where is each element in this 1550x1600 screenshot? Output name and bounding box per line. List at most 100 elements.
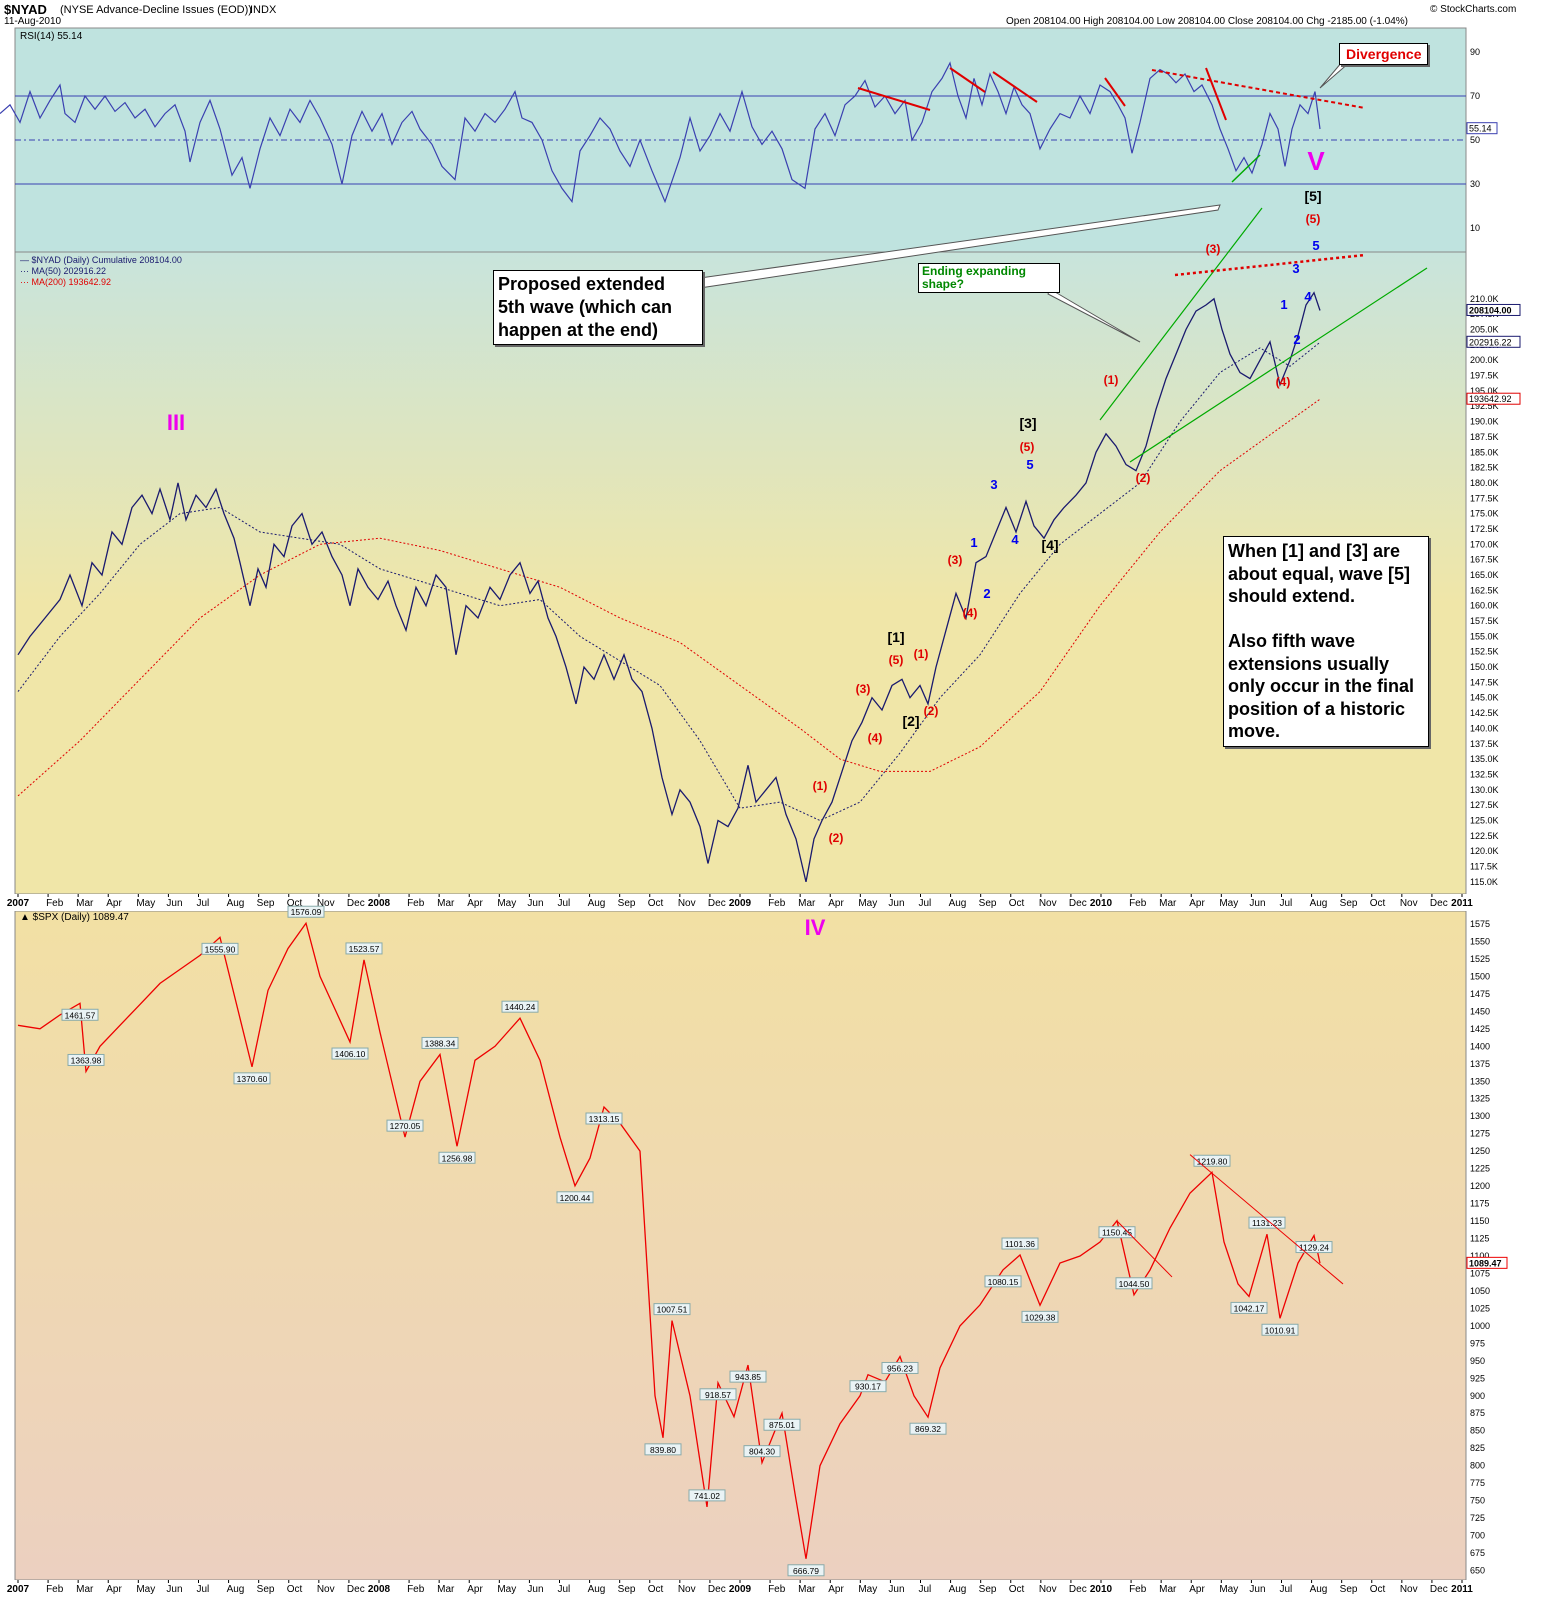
spx-peak-tag <box>331 1047 369 1060</box>
nyad-ytick-label: 197.5K <box>1470 371 1499 381</box>
wave-1: 1 <box>970 535 977 550</box>
spx-ytick-label: 1400 <box>1470 1041 1490 1051</box>
nyad-xtick-label: Dec <box>708 898 726 909</box>
spx-ytick-label: 1575 <box>1470 919 1490 929</box>
spx-xtick-label: Jun <box>166 1584 182 1595</box>
spx-xtick-label: 2010 <box>1090 1584 1113 1595</box>
spx-xtick-label: May <box>858 1584 877 1595</box>
spx-peak-tag <box>556 1191 594 1204</box>
spx-peak-label: 1461.57 <box>65 1010 96 1020</box>
spx-peak-label: 1370.60 <box>237 1074 268 1084</box>
spx-peak-label: 1101.36 <box>1005 1239 1035 1249</box>
spx-peak-tag <box>1001 1237 1039 1250</box>
spx-price-tag-label: 1089.47 <box>1469 1258 1502 1268</box>
wave-V: V <box>1307 146 1325 176</box>
spx-peak-tag <box>287 905 325 918</box>
spx-xtick-label: 2007 <box>7 1584 30 1595</box>
spx-peak-label: 1080.15 <box>988 1277 1019 1287</box>
wave-(2): (2) <box>924 704 939 718</box>
spx-xtick-label: Aug <box>227 1584 245 1595</box>
nyad-xtick-label: Jun <box>166 898 182 909</box>
nyad-ytick-label: 172.5K <box>1470 524 1499 534</box>
spx-peak-tag <box>849 1380 887 1393</box>
spx-peak-tag <box>984 1275 1022 1288</box>
spx-peak-label: 1219.80 <box>1197 1156 1228 1166</box>
spx-ytick-label: 1150 <box>1470 1216 1489 1226</box>
spx-ytick-label: 1000 <box>1470 1321 1490 1331</box>
spx-xtick-label: Dec <box>708 1584 726 1595</box>
spx-peak-tag <box>438 1151 476 1164</box>
nyad-xtick-label: Feb <box>407 898 425 909</box>
rsi-ytick-label: 70 <box>1470 91 1480 101</box>
spx-ytick-label: 1075 <box>1470 1268 1490 1278</box>
nyad-ytick-label: 180.0K <box>1470 478 1499 488</box>
nyad-price-tag-label: 193642.92 <box>1469 394 1512 404</box>
spx-peak-tag <box>909 1422 947 1435</box>
spx-peak-tag <box>1098 1226 1136 1239</box>
nyad-ytick-label: 195.0K <box>1470 386 1499 396</box>
spx-ytick-label: 1175 <box>1470 1199 1489 1209</box>
spx-peak-tag <box>1261 1323 1299 1336</box>
nyad-ytick-label: 177.5K <box>1470 493 1499 503</box>
wave-(5): (5) <box>1306 212 1321 226</box>
spx-peak-tag <box>644 1443 682 1456</box>
wave-4: 4 <box>1304 289 1312 304</box>
wave-[4]: [4] <box>1041 537 1058 553</box>
spx-xtick-label: Sep <box>1340 1584 1358 1595</box>
nyad-xtick-label: Mar <box>1159 898 1177 909</box>
nyad-xtick-label: May <box>497 898 516 909</box>
rsi-divergence-line <box>1104 77 1126 107</box>
ohlc-readout: Open 208104.00 High 208104.00 Low 208104… <box>1006 16 1408 27</box>
spx-xaxis-bg <box>0 1580 1550 1597</box>
nyad-xtick-label: Apr <box>467 898 483 909</box>
spx-xtick-label: Mar <box>437 1584 455 1595</box>
spx-xtick-label: 2008 <box>368 1584 391 1595</box>
wave-(4): (4) <box>1276 375 1291 389</box>
spx-peak-tag <box>1295 1241 1333 1254</box>
wave-1: 1 <box>1280 297 1287 312</box>
rsi-green-trend <box>1231 154 1261 183</box>
nyad-xtick-label: Oct <box>287 898 303 909</box>
spx-peak-label: 875.01 <box>769 1420 795 1430</box>
nyad-price-tag-label: 208104.00 <box>1469 305 1512 315</box>
spx-xtick-label: Apr <box>1189 1584 1205 1595</box>
nyad-xtick-label: Nov <box>317 898 335 909</box>
nyad-ma50-line <box>17 341 1321 822</box>
nyad-xtick-label: Aug <box>949 898 967 909</box>
spx-peak-label: 1406.10 <box>335 1049 366 1059</box>
divergence-note: Divergence <box>1339 43 1429 65</box>
nyad-xtick-label: Oct <box>1009 898 1025 909</box>
spx-ytick-label: 800 <box>1470 1461 1485 1471</box>
wave-(3): (3) <box>856 682 871 696</box>
nyad-xtick-label: 2009 <box>729 898 752 909</box>
spx-ytick-label: 1275 <box>1470 1129 1490 1139</box>
nyad-xtick-label: Apr <box>1189 898 1205 909</box>
spx-xtick-label: Sep <box>979 1584 997 1595</box>
spx-xtick-label: Oct <box>287 1584 303 1595</box>
nyad-ytick-label: 155.0K <box>1470 631 1499 641</box>
wave-[1]: [1] <box>887 629 904 645</box>
proposed-extended-5th-note: Proposed extended 5th wave (which can ha… <box>493 270 703 345</box>
spx-xtick-label: Apr <box>106 1584 122 1595</box>
nyad-xtick-label: Nov <box>678 898 696 909</box>
nyad-legend-ma200: ··· MA(200) 193642.92 <box>20 277 111 287</box>
rsi-ytick-label: 30 <box>1470 179 1480 189</box>
nyad-xtick-label: Jun <box>888 898 904 909</box>
nyad-xtick-label: Oct <box>1370 898 1386 909</box>
nyad-ytick-label: 140.0K <box>1470 723 1499 733</box>
spx-trendline-2 <box>1189 1154 1344 1285</box>
spx-ytick-label: 1125 <box>1470 1234 1489 1244</box>
spx-peak-label: 1007.51 <box>657 1305 688 1315</box>
spx-peak-label: 943.85 <box>735 1372 761 1382</box>
nyad-price-tag <box>1466 335 1521 348</box>
wave-(5): (5) <box>889 653 904 667</box>
spx-xtick-label: Nov <box>1039 1584 1057 1595</box>
chart-header: $NYAD (NYSE Advance-Decline Issues (EOD)… <box>0 0 1550 28</box>
spx-trendline-1 <box>1116 1220 1173 1278</box>
spx-peak-tag <box>67 1053 105 1066</box>
nyad-xtick-label: May <box>858 898 877 909</box>
nyad-xtick-label: 2010 <box>1090 898 1113 909</box>
nyad-ytick-label: 157.5K <box>1470 616 1499 626</box>
spx-xtick-label: Feb <box>407 1584 425 1595</box>
